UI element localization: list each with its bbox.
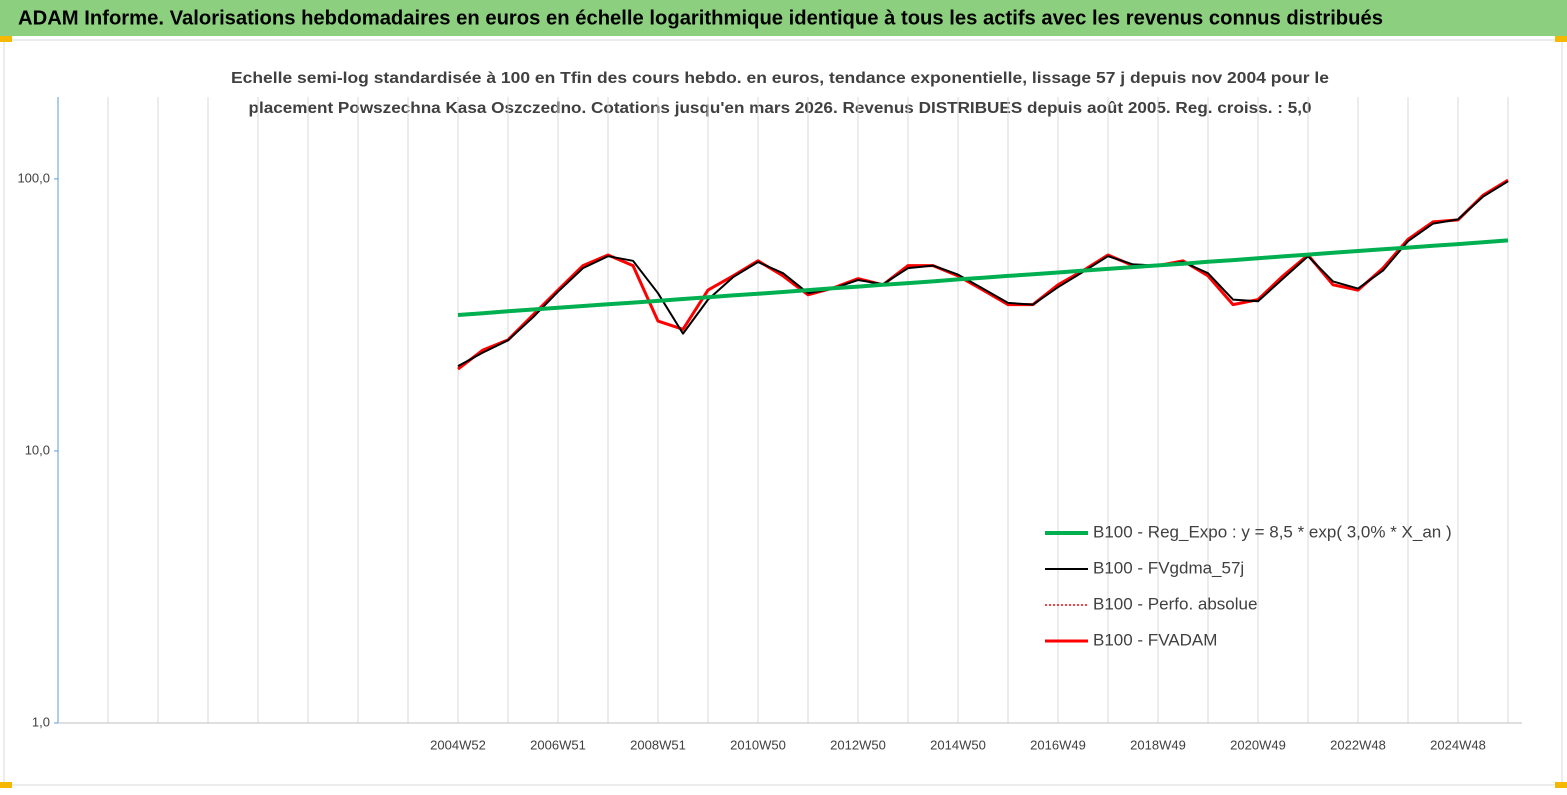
series-line (457, 179, 1509, 370)
corner (1555, 782, 1567, 788)
x-tick-label: 2004W52 (430, 737, 486, 752)
corner (0, 36, 12, 42)
x-tick-label: 2010W50 (730, 737, 786, 752)
y-tick-label: 100,0 (17, 170, 50, 185)
x-tick-label: 2016W49 (1030, 737, 1086, 752)
chart-frame (3, 39, 1563, 786)
corner (1555, 36, 1567, 42)
y-tick-label: 1,0 (32, 714, 50, 729)
series-line (457, 178, 1509, 371)
series-line (457, 180, 1509, 367)
x-tick-label: 2014W50 (930, 737, 986, 752)
y-tick-label: 10,0 (25, 442, 50, 457)
x-tick-label: 2008W51 (630, 737, 686, 752)
x-tick-label: 2012W50 (830, 737, 886, 752)
legend-label: B100 - FVgdma_57j (1093, 558, 1244, 577)
x-tick-label: 2006W51 (530, 737, 586, 752)
header-title: ADAM Informe. Valorisations hebdomadaire… (18, 7, 1383, 29)
corner (0, 782, 12, 788)
legend-label: B100 - FVADAM (1093, 630, 1217, 649)
x-tick-label: 2024W48 (1430, 737, 1486, 752)
chart-title: placement Powszechna Kasa Oszczedno. Cot… (249, 100, 1312, 117)
legend-label: B100 - Reg_Expo : y = 8,5 * exp( 3,0% * … (1093, 522, 1452, 541)
x-tick-label: 2018W49 (1130, 737, 1186, 752)
x-tick-label: 2020W49 (1230, 737, 1286, 752)
x-tick-label: 2022W48 (1330, 737, 1386, 752)
header-band (0, 0, 1567, 36)
chart-title: Echelle semi-log standardisée à 100 en T… (231, 70, 1329, 87)
series-line (457, 238, 1509, 317)
legend-label: B100 - Perfo. absolue (1093, 594, 1257, 613)
